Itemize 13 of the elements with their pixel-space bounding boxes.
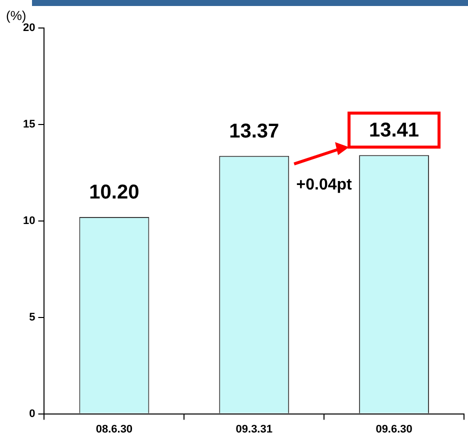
x-tick-label: 09.3.31 — [236, 423, 272, 436]
y-axis-title: (%) — [6, 8, 26, 24]
x-tick-label: 08.6.30 — [96, 423, 133, 436]
data-label: 10.20 — [89, 182, 140, 204]
y-tick-label: 20 — [22, 22, 36, 34]
annotation: +0.04pt — [296, 176, 353, 194]
x-tick-label: 09.6.30 — [376, 423, 412, 436]
data-label: 13.41 — [369, 120, 420, 142]
y-tick-label: 10 — [22, 214, 36, 227]
y-tick-label: 0 — [29, 408, 36, 420]
y-tick-label: 15 — [22, 118, 36, 130]
data-label: 13.37 — [229, 120, 280, 142]
y-tick-label: 5 — [29, 311, 36, 324]
